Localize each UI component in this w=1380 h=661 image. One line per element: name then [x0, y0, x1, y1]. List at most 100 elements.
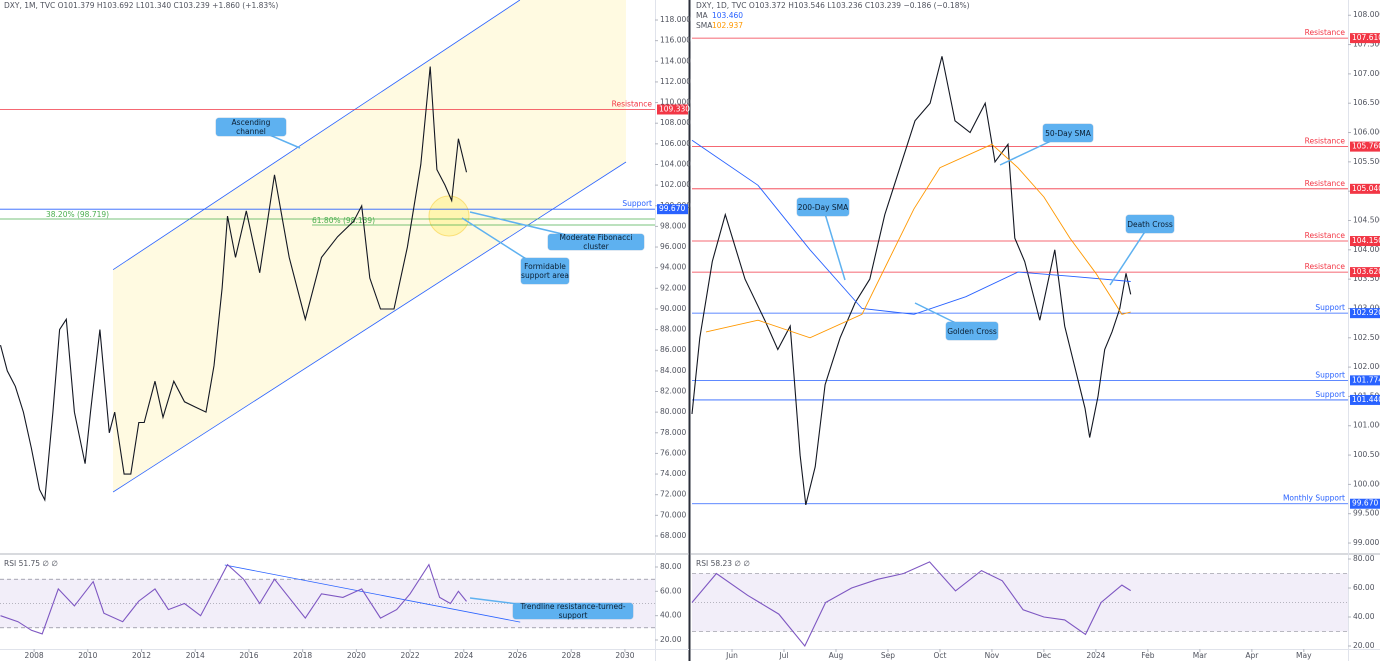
y-tick-label: 96.000: [660, 242, 686, 251]
level-price-box: [1350, 267, 1380, 278]
pane-header: RSI 51.75 ∅ ∅: [4, 559, 58, 568]
y-tick-label: 20.00: [660, 635, 682, 644]
channel-line: [112, 0, 521, 271]
y-tick-label: 80.00: [660, 562, 682, 571]
y-tick-label: 40.00: [1353, 612, 1375, 621]
x-tick-label: Nov: [985, 651, 1000, 660]
y-tick-label: 20.00: [1353, 641, 1375, 650]
fib-label: 38.20% (98.719): [46, 210, 109, 219]
y-tick-label: 90.000: [660, 304, 686, 313]
level-price-label: 103.620: [1352, 267, 1380, 276]
legend-name: MA: [696, 11, 708, 20]
callout: Death Cross: [1126, 215, 1174, 233]
level-price-box: [1350, 308, 1380, 319]
y-tick-label: 86.000: [660, 345, 686, 354]
y-tick-label: 68.000: [660, 531, 686, 540]
legend-value: 102.937: [712, 21, 743, 30]
x-tick-label: 2030: [615, 651, 634, 660]
x-tick-label: Sep: [881, 651, 895, 660]
y-tick-label: 70.000: [660, 510, 686, 519]
y-tick-label: 40.00: [660, 611, 682, 620]
price-line: [691, 139, 1131, 315]
level-name: Resistance: [1305, 137, 1346, 146]
level-price-label: 107.610: [1352, 33, 1380, 42]
y-tick-label: 74.000: [660, 469, 686, 478]
channel-fill: [113, 0, 626, 493]
pane-header: DXY, 1D, TVC O103.372 H103.546 L103.236 …: [696, 1, 970, 10]
level-name: Monthly Support: [1283, 494, 1345, 503]
level-name: Resistance: [612, 99, 653, 108]
price-line: [691, 56, 1132, 506]
y-tick-label: 108.000: [660, 118, 691, 127]
callout: Trendline resistance-turned-support: [513, 602, 633, 620]
y-tick-label: 80.000: [660, 407, 686, 416]
y-tick-label: 116.000: [660, 36, 691, 45]
y-tick-label: 104.000: [660, 159, 691, 168]
legend-name: SMA: [696, 21, 713, 30]
y-tick-label: 105.500: [1353, 157, 1380, 166]
y-tick-label: 100.000: [1353, 479, 1380, 488]
y-tick-label: 102.000: [1353, 362, 1380, 371]
callout: Golden Cross: [946, 322, 998, 340]
y-tick-label: 60.00: [1353, 583, 1375, 592]
price-line: [0, 66, 468, 502]
y-tick-label: 103.500: [1353, 274, 1380, 283]
level-name: Support: [1315, 370, 1345, 379]
y-tick-label: 99.500: [1353, 509, 1379, 518]
pane-header: RSI 58.23 ∅ ∅: [696, 559, 750, 568]
y-tick-label: 100.500: [1353, 450, 1380, 459]
y-tick-label: 78.000: [660, 428, 686, 437]
x-tick-label: Dec: [1037, 651, 1052, 660]
callout-pointer: [1109, 223, 1151, 286]
y-tick-label: 60.00: [660, 586, 682, 595]
y-tick-label: 107.500: [1353, 40, 1380, 49]
callout: 50-Day SMA: [1043, 124, 1093, 142]
x-tick-label: 2010: [78, 651, 97, 660]
y-tick-label: 114.000: [660, 56, 691, 65]
level-name: Resistance: [1305, 179, 1346, 188]
y-tick-label: 82.000: [660, 387, 686, 396]
x-tick-label: 2020: [347, 651, 366, 660]
y-tick-label: 118.000: [660, 15, 691, 24]
y-tick-label: 80.00: [1353, 554, 1375, 563]
y-tick-label: 108.000: [1353, 10, 1380, 19]
y-tick-label: 72.000: [660, 490, 686, 499]
x-tick-label: 2024: [454, 651, 473, 660]
y-tick-label: 76.000: [660, 448, 686, 457]
level-name: Resistance: [1305, 28, 1346, 37]
x-tick-label: Aug: [829, 651, 844, 660]
y-tick-label: 84.000: [660, 366, 686, 375]
y-tick-label: 106.500: [1353, 98, 1380, 107]
price-line: [691, 561, 1131, 648]
level-name: Resistance: [1305, 231, 1346, 240]
y-tick-label: 102.000: [660, 180, 691, 189]
x-tick-label: Jun: [725, 651, 738, 660]
level-price-box: [1350, 498, 1380, 509]
level-price-label: 101.774: [1352, 375, 1380, 384]
level-price-label: 109.330: [659, 104, 690, 113]
callout: Moderate Fibonacci cluster: [548, 233, 644, 251]
y-tick-label: 106.000: [660, 139, 691, 148]
callout: Ascending channel: [216, 118, 286, 136]
x-tick-label: 2022: [401, 651, 420, 660]
level-name: Support: [1315, 390, 1345, 399]
x-tick-label: Jul: [778, 651, 788, 660]
level-price-box: [657, 204, 688, 215]
level-price-box: [1350, 375, 1380, 386]
x-tick-label: 2024: [1086, 651, 1105, 660]
trendline: [224, 564, 521, 623]
y-tick-label: 112.000: [660, 77, 691, 86]
x-tick-label: Oct: [933, 651, 946, 660]
callout-pointer: [822, 206, 846, 281]
fib-label: 61.80% (98.139): [312, 216, 375, 225]
level-price-box: [657, 104, 688, 115]
callout: Formidable support area: [521, 258, 569, 284]
y-tick-label: 92.000: [660, 283, 686, 292]
price-line: [705, 143, 1131, 339]
y-tick-label: 104.000: [1353, 245, 1380, 254]
level-name: Resistance: [1305, 262, 1346, 271]
level-price-label: 99.670: [659, 204, 685, 213]
x-tick-label: Apr: [1245, 651, 1259, 660]
